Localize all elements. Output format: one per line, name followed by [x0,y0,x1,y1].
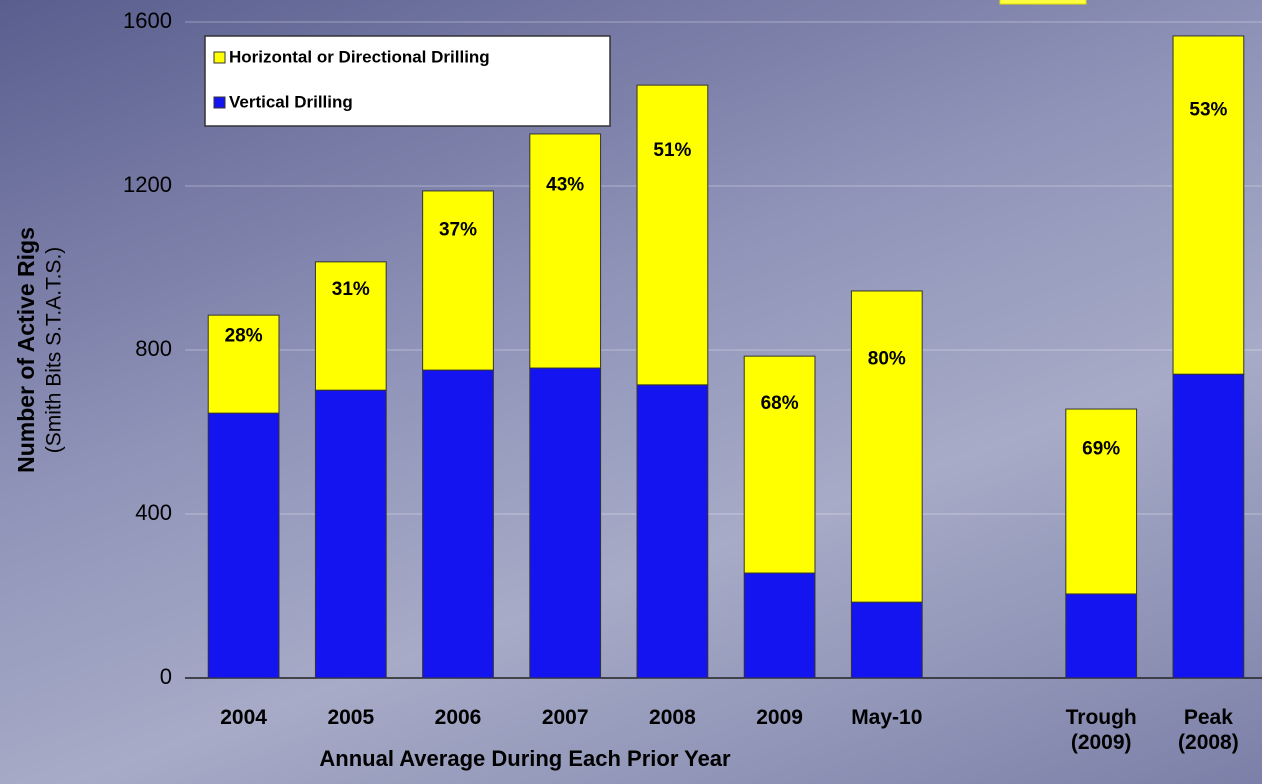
data-label: 37% [439,219,477,240]
bar-segment [1172,373,1245,679]
bar-segment [314,261,387,391]
x-tick-label: Peak (2008) [1178,706,1239,754]
data-label: 80% [868,348,906,369]
legend-swatch [213,96,226,109]
bar-segment [636,384,709,679]
bar-segment [1065,408,1138,595]
decoration [999,0,1087,5]
data-label: 28% [225,326,263,347]
bar-segment [636,84,709,386]
data-label: 68% [761,393,799,414]
y-axis-label: Number of Active Rigs [13,227,39,473]
y-axis-sublabel: (Smith Bits S.T.A.T.S.) [43,247,66,454]
data-label: 31% [332,279,370,300]
bar-segment [1065,593,1138,679]
x-tick-label: 2007 [541,706,589,729]
bar-segment [422,190,494,371]
y-tick-label: 0 [160,664,172,689]
legend-label: Horizontal or Directional Drilling [229,47,490,66]
x-tick-label: 2009 [756,706,803,729]
bar-segment [850,601,923,679]
data-label: 69% [1082,439,1120,460]
x-tick-label: Trough (2009) [1065,706,1137,754]
legend-swatch [213,51,226,64]
bar-segment [207,412,280,679]
data-label: 51% [653,140,691,161]
data-label: 53% [1189,99,1227,120]
legend-label: Vertical Drilling [229,92,353,111]
data-label: 43% [546,174,584,195]
bar-segment [743,572,816,679]
bar-segment [529,133,602,369]
legend-box [204,35,611,127]
x-tick-label: 2005 [327,706,375,729]
bar-segment [850,290,923,603]
y-tick-label: 1200 [123,172,172,197]
x-tick-label: 2008 [649,706,696,729]
y-tick-label: 1600 [123,8,172,33]
bar-segment [743,355,816,574]
bar-segment [1172,35,1245,375]
x-tick-label: 2004 [220,706,267,729]
y-tick-label: 400 [135,500,172,525]
bar-segment [314,389,387,679]
bar-segment [422,369,494,679]
x-axis-label: Annual Average During Each Prior Year [319,746,731,771]
x-tick-label: 2006 [434,706,482,729]
y-tick-label: 800 [135,336,172,361]
bar-segment [207,314,280,414]
x-tick-label: May-10 [851,706,923,729]
bar-segment [529,367,602,679]
legend: Horizontal or Directional Drilling Vertic… [204,35,611,127]
